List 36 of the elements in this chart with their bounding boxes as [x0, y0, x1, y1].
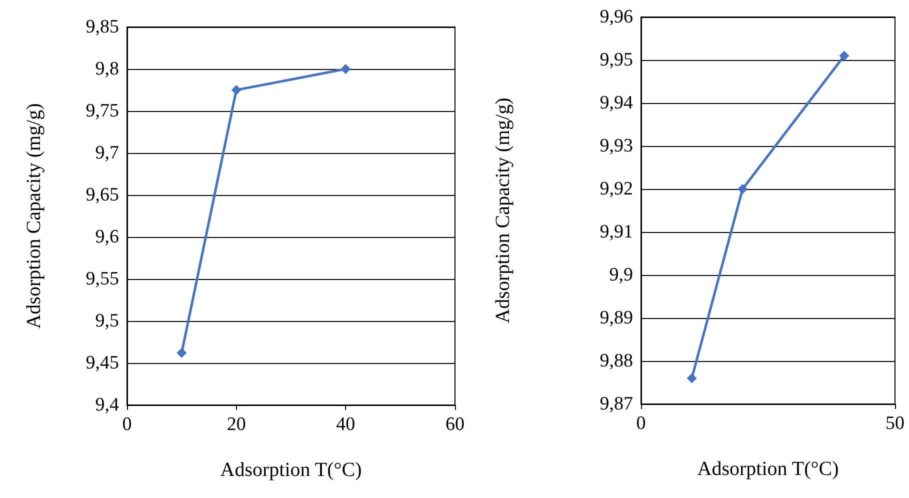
point — [176, 348, 187, 358]
y-tick-label: 9,93 — [600, 136, 633, 156]
y-tick-label: 9,65 — [86, 184, 119, 206]
point — [738, 184, 748, 194]
y-axis-title: Adsorption Capacity (mg/g) — [23, 103, 45, 329]
x-tick-label: 50 — [886, 413, 904, 434]
x-tick-label: 0 — [122, 414, 132, 435]
y-tick-label: 9,87 — [600, 394, 633, 414]
y-tick-label: 9,4 — [95, 394, 120, 416]
y-tick-label: 9,8 — [95, 58, 119, 80]
x-tick-label: 20 — [226, 414, 246, 435]
y-tick-label: 9,91 — [600, 222, 633, 242]
y-tick-label: 9,5 — [95, 310, 119, 332]
y-tick-label: 9,88 — [600, 350, 633, 372]
point — [340, 64, 351, 74]
y-tick-label: 9,55 — [86, 268, 119, 290]
y-tick-label: 9,89 — [600, 308, 633, 328]
point — [839, 50, 850, 61]
y-tick-label: 9,75 — [86, 100, 119, 122]
x-tick-label: 0 — [636, 413, 646, 434]
y-tick-label: 9,85 — [86, 16, 119, 38]
y-tick-label: 9,92 — [600, 178, 633, 200]
x-axis-title: Adsorption T(°C) — [220, 459, 362, 481]
point — [686, 373, 697, 384]
point — [231, 85, 242, 95]
y-tick-label: 9,6 — [95, 226, 119, 248]
x-tick-label: 60 — [446, 414, 464, 435]
y-tick-label: 9,96 — [600, 6, 633, 28]
y-axis-title: Adsorption Capacity (mg/g) — [492, 98, 514, 324]
x-tick-label: 40 — [336, 414, 356, 435]
y-tick-label: 9,7 — [95, 142, 119, 164]
y-tick-label: 9,45 — [86, 352, 119, 374]
x-axis-title: Adsorption T(°C) — [697, 458, 839, 480]
y-tick-label: 9,9 — [609, 264, 633, 286]
y-tick-label: 9,94 — [600, 92, 634, 114]
y-tick-label: 9,95 — [600, 50, 633, 70]
